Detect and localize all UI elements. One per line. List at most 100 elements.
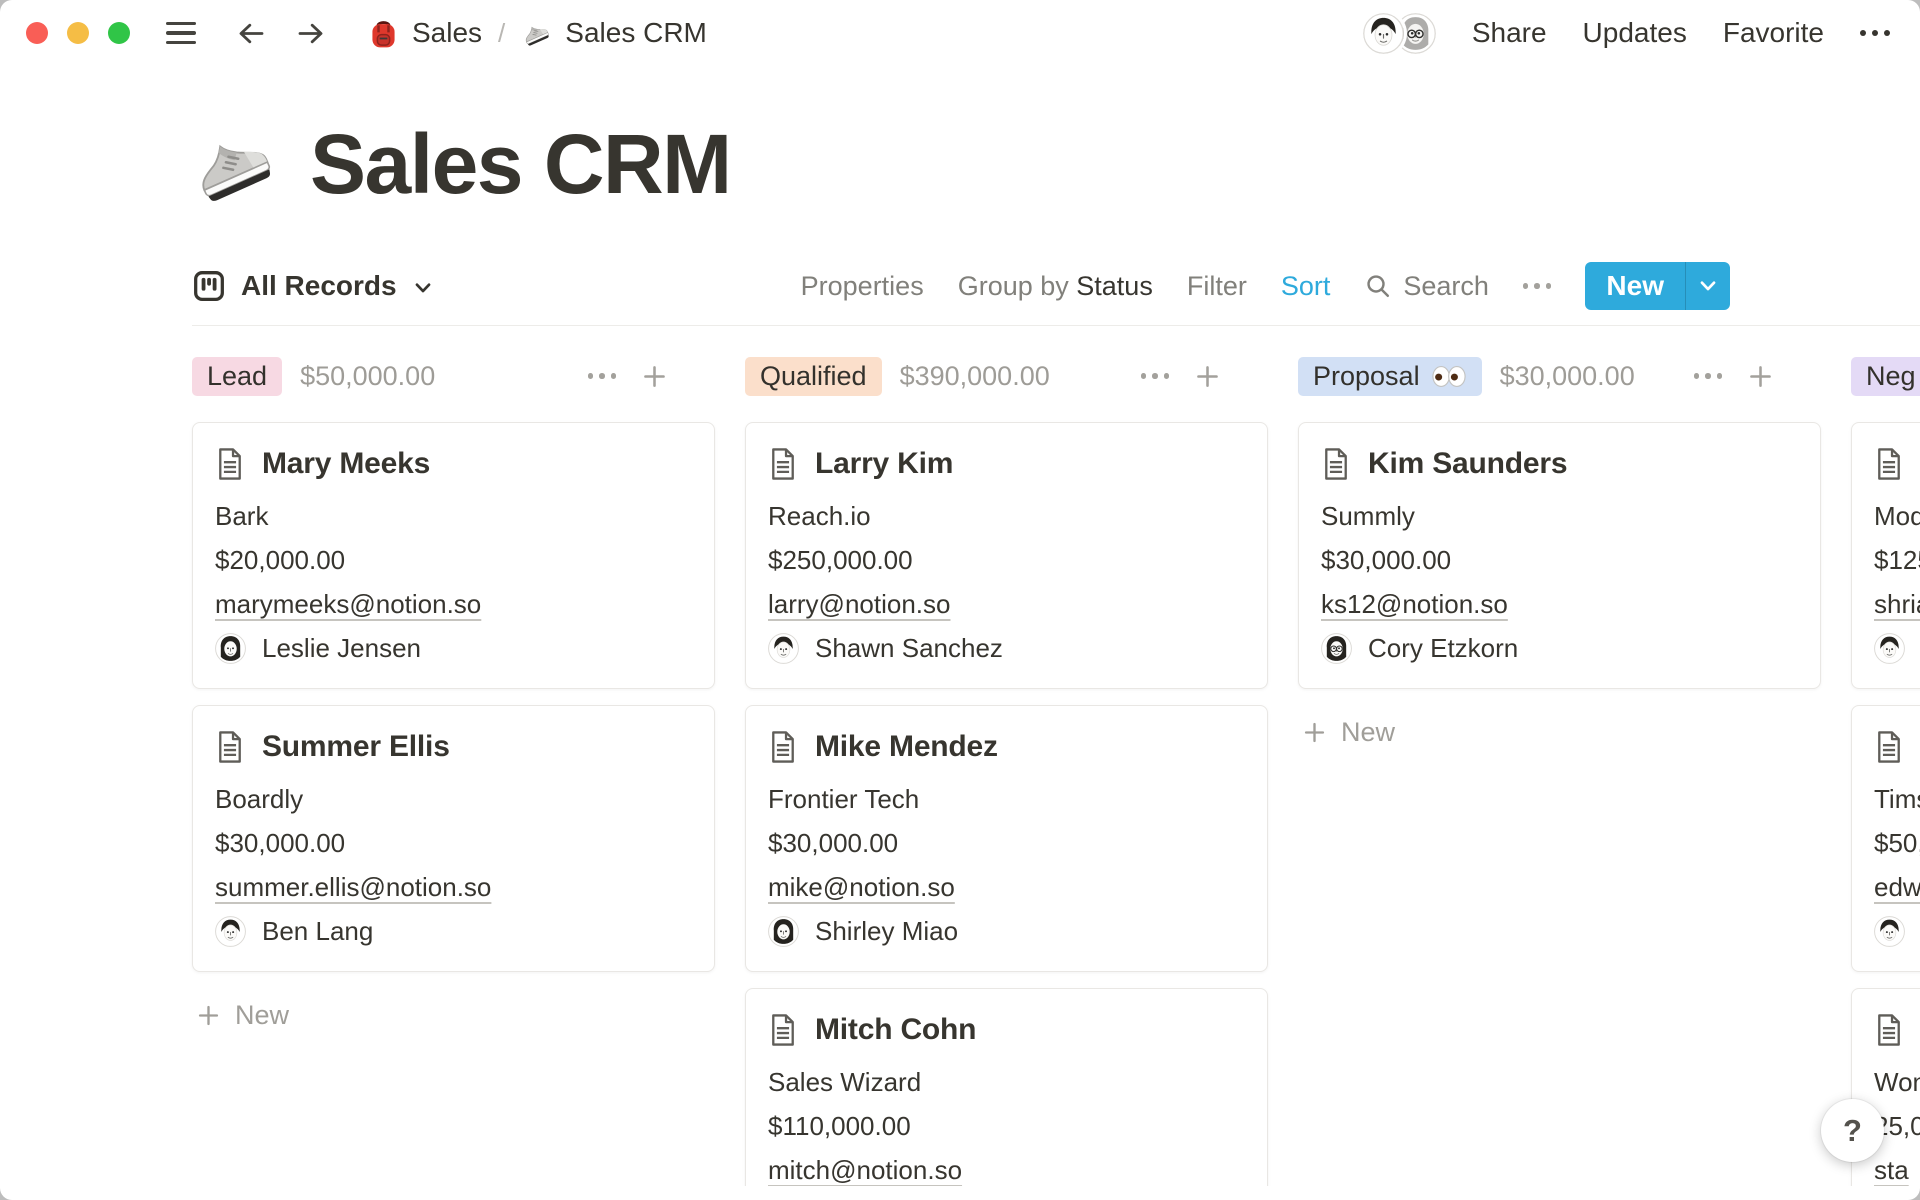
sort-button[interactable]: Sort: [1280, 270, 1331, 301]
card[interactable]: Mike Mendez Frontier Tech $30,000.00 mik…: [745, 705, 1268, 972]
column-sum: $390,000.00: [899, 360, 1050, 391]
column-sum: $30,000.00: [1499, 360, 1635, 391]
minimize-button[interactable]: [67, 22, 89, 44]
card-owner: Cory Etzkorn: [1321, 633, 1796, 664]
search-button[interactable]: Search: [1364, 271, 1489, 302]
window-controls: [26, 22, 130, 44]
avatar: [768, 633, 799, 664]
forward-icon[interactable]: [295, 18, 326, 49]
plus-icon: [1301, 719, 1328, 746]
page-title: Sales CRM: [310, 117, 732, 211]
share-button[interactable]: Share: [1471, 17, 1547, 48]
card[interactable]: Mitch Cohn Sales Wizard $110,000.00 mitc…: [745, 988, 1268, 1186]
column-header: Proposal $30,000.00: [1298, 356, 1821, 396]
page-header: Sales CRM: [188, 116, 1920, 213]
back-icon[interactable]: [236, 18, 267, 49]
card[interactable]: Mary Meeks Bark $20,000.00 marymeeks@not…: [192, 422, 715, 689]
status-badge[interactable]: Lead: [192, 356, 283, 396]
card[interactable]: E Tims $50, edwi H: [1851, 705, 1920, 972]
status-badge[interactable]: Neg: [1851, 356, 1920, 396]
card-email-link[interactable]: edwi: [1874, 872, 1920, 902]
card[interactable]: S Won 25,0 sta: [1851, 988, 1920, 1186]
card-amount: $30,000.00: [1321, 545, 1452, 575]
collaborator-avatars: [1362, 12, 1436, 54]
column-header: Neg: [1851, 356, 1920, 396]
sidebar-toggle-icon[interactable]: [166, 21, 196, 45]
card-name: Kim Saunders: [1368, 447, 1568, 480]
page-icon: [1321, 447, 1351, 481]
owner-name: Shawn Sanchez: [815, 633, 1003, 663]
avatar: [1362, 12, 1404, 54]
card-owner: Shirley Miao: [768, 916, 1243, 947]
view-name: All Records: [241, 270, 397, 301]
filter-button[interactable]: Filter: [1186, 270, 1247, 301]
card-name: Larry Kim: [815, 447, 954, 480]
page-icon: [768, 730, 798, 764]
card-company: Summly: [1321, 501, 1415, 531]
owner-name: Leslie Jensen: [262, 633, 421, 663]
card-name: Mitch Cohn: [815, 1013, 977, 1046]
page-icon: [1874, 1013, 1904, 1047]
status-badge[interactable]: Qualified: [745, 356, 882, 396]
properties-button[interactable]: Properties: [800, 270, 924, 301]
breadcrumb-separator: /: [498, 17, 506, 48]
status-badge[interactable]: Proposal: [1298, 356, 1482, 396]
card-email-link[interactable]: mitch@notion.so: [768, 1155, 963, 1185]
card-email-link[interactable]: summer.ellis@notion.so: [215, 872, 492, 902]
card-email-link[interactable]: shria: [1874, 589, 1920, 619]
card-company: Bark: [215, 501, 269, 531]
card-email-link[interactable]: larry@notion.so: [768, 589, 951, 619]
more-options-icon[interactable]: [1860, 30, 1890, 36]
add-card-label: New: [1341, 717, 1396, 747]
avatar: [768, 916, 799, 947]
column-more-icon[interactable]: [1140, 373, 1169, 379]
breadcrumb-item-sales-crm[interactable]: Sales CRM: [521, 17, 707, 49]
page-icon: [768, 447, 798, 481]
card-email-link[interactable]: sta: [1874, 1155, 1909, 1185]
toolbar-more-icon[interactable]: [1522, 283, 1552, 289]
board-view-icon: [192, 269, 226, 303]
page-icon: [1874, 447, 1904, 481]
card-email-link[interactable]: mike@notion.so: [768, 872, 955, 902]
new-record-dropdown[interactable]: [1685, 262, 1730, 310]
new-record-button[interactable]: New: [1585, 262, 1730, 310]
column-add-icon[interactable]: [1193, 362, 1222, 391]
add-card-button[interactable]: New: [1298, 705, 1821, 748]
card-amount: $250,000.00: [768, 545, 913, 575]
page-icon: [215, 447, 245, 481]
column-more-icon[interactable]: [587, 373, 616, 379]
card-email-link[interactable]: marymeeks@notion.so: [215, 589, 482, 619]
avatar: [215, 916, 246, 947]
close-button[interactable]: [26, 22, 48, 44]
add-card-button[interactable]: New: [192, 988, 715, 1031]
card[interactable]: Kim Saunders Summly $30,000.00 ks12@noti…: [1298, 422, 1821, 689]
board-column: Lead $50,000.00 Mary Meeks Bark $20,000.…: [192, 356, 715, 1031]
column-more-icon[interactable]: [1693, 373, 1722, 379]
group-by-button[interactable]: Group by Status: [958, 271, 1153, 302]
card-amount: $30,000.00: [215, 828, 346, 858]
view-switcher[interactable]: All Records: [192, 269, 434, 303]
board: Lead $50,000.00 Mary Meeks Bark $20,000.…: [0, 356, 1920, 1186]
card[interactable]: S Mod $125 shria E: [1851, 422, 1920, 689]
board-column: Neg S Mod $125 shria E E Tims: [1851, 356, 1920, 1186]
card[interactable]: Summer Ellis Boardly $30,000.00 summer.e…: [192, 705, 715, 972]
card-owner: Ben Lang: [215, 916, 690, 947]
card-company: Won: [1874, 1067, 1920, 1097]
group-by-value: Status: [1076, 270, 1153, 301]
card-owner: Shawn Sanchez: [768, 633, 1243, 664]
eyes-icon: [1431, 365, 1467, 388]
column-add-icon[interactable]: [1746, 362, 1775, 391]
help-button[interactable]: ?: [1821, 1099, 1884, 1162]
zoom-button[interactable]: [108, 22, 130, 44]
card-email-link[interactable]: ks12@notion.so: [1321, 589, 1508, 619]
updates-button[interactable]: Updates: [1582, 17, 1687, 48]
card[interactable]: Larry Kim Reach.io $250,000.00 larry@not…: [745, 422, 1268, 689]
favorite-button[interactable]: Favorite: [1722, 17, 1824, 48]
column-header: Lead $50,000.00: [192, 356, 715, 396]
breadcrumb-item-sales[interactable]: Sales: [368, 17, 482, 49]
sneaker-icon: [188, 119, 280, 211]
new-record-label: New: [1606, 270, 1664, 301]
column-add-icon[interactable]: [640, 362, 669, 391]
avatar: [1874, 633, 1905, 664]
